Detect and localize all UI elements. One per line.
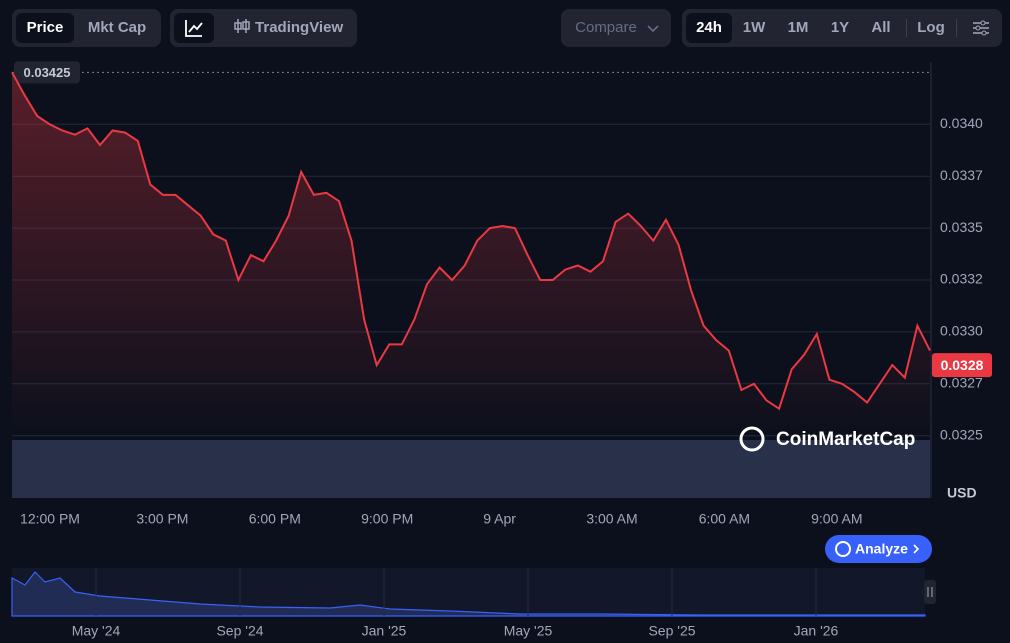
chevron	[647, 25, 659, 33]
x-tick-label: 9 Apr	[483, 511, 516, 527]
price-button[interactable]: Price	[16, 13, 74, 43]
candle-icon	[234, 19, 250, 33]
watermark: CoinMarketCap	[739, 426, 915, 452]
log-button[interactable]: Log	[917, 19, 945, 36]
volume-area	[12, 440, 930, 498]
x-tick-label: 3:00 AM	[586, 511, 637, 527]
y-tick-label: 0.0327	[940, 375, 983, 391]
settings-icon[interactable]	[972, 20, 990, 36]
navigator-label: Sep '24	[216, 623, 263, 639]
navigator-label: Jan '25	[362, 623, 407, 639]
x-tick-label: 12:00 PM	[20, 511, 80, 527]
y-tick-label: 0.0332	[940, 271, 983, 287]
last-price-label: 0.0328	[941, 357, 984, 373]
grid	[12, 123, 930, 437]
x-tick-label: 6:00 AM	[699, 511, 750, 527]
navigator-label: Sep '25	[648, 623, 695, 639]
area-fill	[12, 72, 930, 441]
range-button[interactable]: 1W	[742, 19, 766, 36]
x-tick-label: 3:00 PM	[136, 511, 188, 527]
view-toggle: Price Mkt Cap	[12, 9, 161, 47]
navigator	[11, 568, 936, 617]
x-tick-label: 6:00 PM	[249, 511, 301, 527]
range-button[interactable]: All	[871, 19, 891, 36]
mkt-cap-button[interactable]: Mkt Cap	[87, 19, 147, 36]
analyze-button[interactable]: Analyze	[825, 535, 932, 563]
analyze-chevron	[913, 544, 920, 554]
price-line	[11, 71, 931, 411]
analyze-icon	[835, 541, 851, 557]
y-tick-label: 0.0325	[940, 426, 983, 442]
handle-grip	[927, 587, 933, 597]
y-tick-label: 0.0340	[940, 115, 983, 131]
range-toggle: Log 24h 1W 1M 1Y All	[682, 9, 1002, 47]
navigator-handle[interactable]	[924, 580, 936, 604]
compare-label: Compare	[575, 19, 637, 36]
divider	[956, 19, 957, 37]
navigator-line	[11, 571, 926, 617]
y-tick-label: 0.0337	[940, 167, 983, 183]
navigator-bg	[12, 568, 925, 616]
high-badge	[14, 61, 80, 84]
range-button[interactable]: 1M	[787, 19, 809, 36]
line-chart-button[interactable]	[174, 13, 214, 43]
navigator-label: Jan '26	[794, 623, 839, 639]
watermark-logo	[739, 426, 765, 452]
x-tick-label: 9:00 PM	[361, 511, 413, 527]
y-tick-label: 0.0330	[940, 323, 983, 339]
tradingview-label: TradingView	[255, 19, 344, 36]
x-tick-label: 9:00 AM	[811, 511, 862, 527]
last-price-badge	[932, 353, 992, 378]
navigator-label: May '24	[72, 623, 121, 639]
high-label: 0.03425	[24, 65, 71, 80]
range-button[interactable]: 1Y	[830, 19, 850, 36]
tradingview-button[interactable]: TradingView	[228, 13, 348, 43]
analyze-label: Analyze	[855, 541, 908, 557]
analyze-bg[interactable]	[825, 535, 932, 563]
divider	[906, 19, 907, 37]
currency-label: USD	[947, 485, 977, 501]
line-icon	[185, 20, 203, 37]
range-button[interactable]: 24h	[686, 13, 732, 43]
navigator-label: May '25	[504, 623, 553, 639]
y-tick-label: 0.0335	[940, 219, 983, 235]
watermark-text: CoinMarketCap	[776, 429, 915, 450]
compare-dropdown[interactable]: Compare	[561, 9, 671, 47]
chart-style-toggle: TradingView	[170, 9, 357, 47]
